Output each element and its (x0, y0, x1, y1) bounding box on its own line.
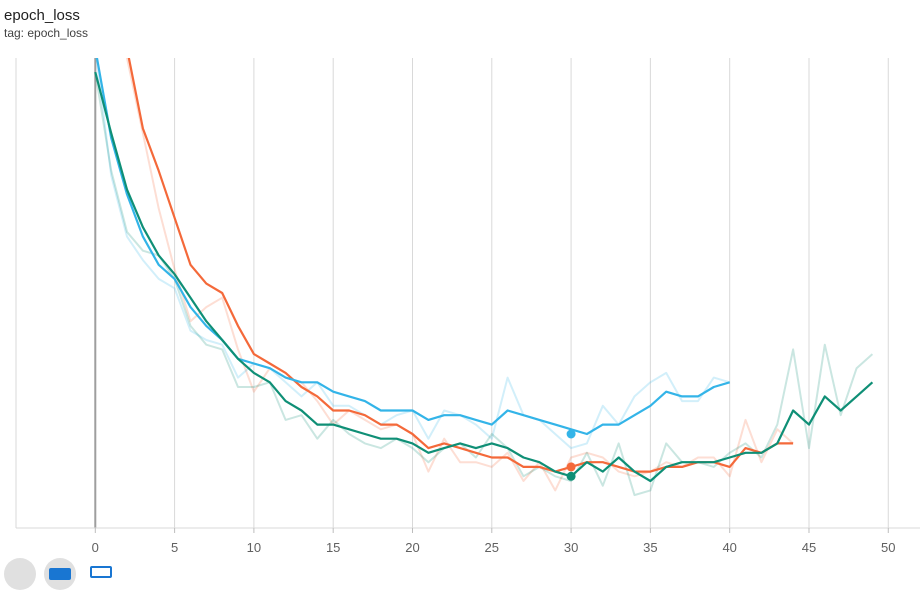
x-tick-label: 0 (92, 540, 99, 555)
x-tick-label: 20 (405, 540, 419, 555)
fit-domain-icon[interactable] (90, 566, 112, 578)
smoothed-series-line-0 (127, 58, 794, 473)
raw-series-line-0 (125, 58, 794, 492)
smoothed-series-layer (94, 58, 874, 483)
x-tick-label: 15 (326, 540, 340, 555)
card-header: epoch_loss tag: epoch_loss (4, 6, 88, 40)
smoothed-series-line-2 (94, 71, 874, 483)
hover-markers (566, 429, 576, 481)
fullscreen-icon[interactable] (4, 558, 36, 590)
chart-title: epoch_loss (4, 7, 80, 24)
hover-point-0 (566, 462, 576, 472)
x-tick-label: 30 (564, 540, 578, 555)
log-scale-glyph (49, 568, 71, 580)
grid-lines (15, 58, 889, 528)
hover-point-2 (566, 471, 576, 481)
x-tick-label: 50 (881, 540, 895, 555)
hover-point-1 (566, 429, 576, 439)
x-tick-label: 25 (485, 540, 499, 555)
x-tick-label: 35 (643, 540, 657, 555)
x-tick-label: 5 (171, 540, 178, 555)
raw-series-layer (94, 58, 874, 497)
loss-chart[interactable]: 0 5 10 15 20 25 30 35 40 45 50 (0, 0, 923, 572)
chart-tag: tag: epoch_loss (4, 26, 89, 40)
x-axis: 0 5 10 15 20 25 30 35 40 45 50 (16, 527, 920, 555)
smoothed-series-line-1 (95, 58, 731, 436)
chart-controls (0, 554, 140, 590)
x-tick-label: 10 (247, 540, 261, 555)
log-scale-icon[interactable] (44, 558, 76, 590)
x-tick-label: 45 (802, 540, 816, 555)
x-tick-label: 40 (722, 540, 736, 555)
